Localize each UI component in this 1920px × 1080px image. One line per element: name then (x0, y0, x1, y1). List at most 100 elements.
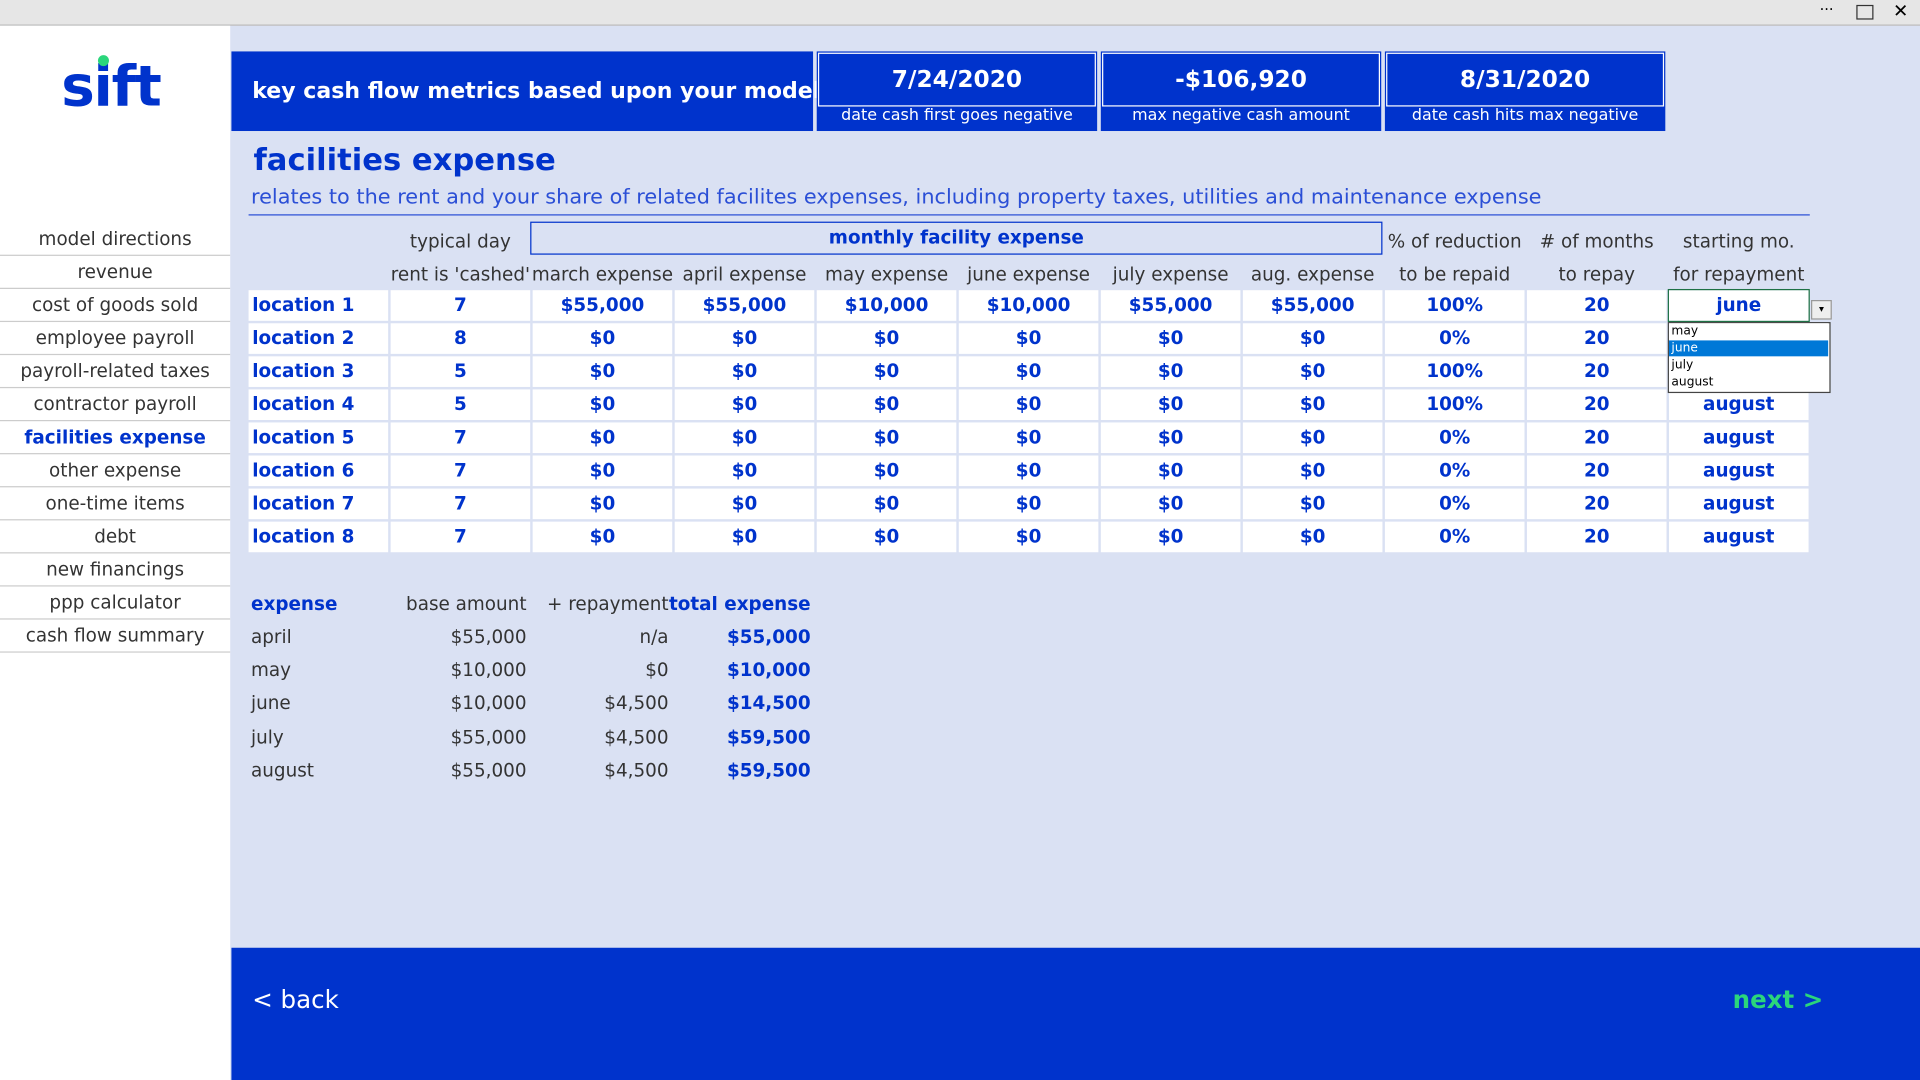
column-header: # of months (1539, 230, 1654, 253)
summary-cell: $59,500 (726, 725, 811, 748)
cell-value: $55,000 (1270, 293, 1355, 316)
metric-label: max negative cash amount (1132, 106, 1350, 125)
next-button[interactable]: next > (1732, 984, 1824, 1014)
table-cell (1100, 356, 1241, 387)
nav-item[interactable]: debt (0, 522, 231, 554)
table-cell (390, 356, 531, 387)
table-cell (248, 455, 389, 487)
table-cell (1242, 521, 1383, 553)
nav-item[interactable]: ppp calculator (0, 588, 231, 620)
table-cell (958, 488, 1099, 520)
nav-item[interactable]: payroll-related taxes (0, 356, 231, 389)
metrics-header: key cash flow metrics based upon your mo… (231, 51, 820, 132)
nav-item[interactable]: revenue (0, 257, 231, 289)
table-cell (532, 356, 673, 387)
cell-value: 20 (1583, 326, 1610, 349)
nav-item[interactable]: new financings (0, 555, 231, 587)
cell-value[interactable]: august (1703, 459, 1775, 482)
table-cell (674, 389, 815, 421)
nav-item[interactable]: cash flow summary (0, 621, 231, 653)
cell-value: $0 (589, 459, 616, 482)
logo-dot (97, 55, 109, 67)
table-cell (248, 389, 389, 421)
cell-value: $0 (873, 459, 900, 482)
summary-cell: $10,000 (726, 659, 811, 682)
table-cell (532, 323, 673, 354)
nav-item[interactable]: other expense (0, 456, 231, 488)
cell-value[interactable]: june (1716, 293, 1762, 316)
summary-cell: $4,500 (604, 725, 669, 748)
table-cell (1242, 488, 1383, 520)
table-cell (1526, 356, 1667, 387)
cell-value: $0 (589, 525, 616, 548)
logo: sift (61, 52, 162, 119)
column-header: to be repaid (1399, 263, 1511, 286)
cell-value: $0 (1299, 492, 1326, 515)
restore-icon[interactable] (1856, 4, 1874, 20)
table-cell (1668, 455, 1809, 487)
section-description: relates to the rent and your share of re… (251, 184, 1542, 210)
cell-value: $0 (1015, 459, 1042, 482)
table-cell (816, 455, 957, 487)
cell-value: $0 (731, 360, 758, 383)
dropdown-option[interactable]: may (1668, 323, 1829, 340)
close-icon[interactable]: ✕ (1893, 0, 1909, 23)
dropdown-arrow[interactable]: ▾ (1811, 300, 1832, 320)
nav-item[interactable]: cost of goods sold (0, 290, 231, 323)
summary-cell: july (251, 725, 284, 748)
cell-value: 5 (454, 360, 467, 383)
active-cell-border (1667, 288, 1810, 323)
metric-box (1100, 51, 1382, 132)
dropdown-option[interactable]: june (1668, 340, 1829, 357)
cell-value: 5 (454, 393, 467, 416)
cell-value[interactable]: august (1703, 525, 1775, 548)
cell-value[interactable]: august (1703, 426, 1775, 449)
table-cell (674, 422, 815, 454)
summary-cell: $59,500 (726, 758, 811, 781)
column-header: march expense (531, 263, 674, 286)
table-cell (1526, 422, 1667, 454)
cell-value: $0 (1299, 360, 1326, 383)
nav-item[interactable]: model directions (0, 224, 231, 256)
cell-value: 20 (1583, 426, 1610, 449)
table-cell (674, 323, 815, 354)
cell-value: $0 (873, 360, 900, 383)
dropdown-option[interactable]: july (1668, 357, 1829, 374)
cell-value: $0 (1015, 426, 1042, 449)
cell-value: $0 (1299, 426, 1326, 449)
column-header: starting mo. (1682, 230, 1795, 253)
column-header: for repayment (1673, 263, 1805, 286)
nav-item[interactable]: employee payroll (0, 323, 231, 356)
nav-item[interactable]: contractor payroll (0, 389, 231, 422)
table-cell (1384, 356, 1525, 387)
menu-icon[interactable]: ··· (1819, 1, 1834, 19)
cell-value: 20 (1583, 525, 1610, 548)
cell-value: $0 (1015, 393, 1042, 416)
title-bar: ··· ✕ (0, 0, 1920, 26)
summary-cell: $4,500 (604, 692, 669, 715)
table-cell (248, 488, 389, 520)
nav-item[interactable]: facilities expense (0, 422, 231, 455)
column-header: may expense (824, 263, 949, 286)
table-cell (1526, 488, 1667, 520)
nav-item[interactable]: one-time items (0, 489, 231, 521)
table-cell (816, 422, 957, 454)
back-button[interactable]: < back (252, 984, 339, 1014)
cell-value[interactable]: august (1703, 492, 1775, 515)
dropdown-option[interactable]: august (1668, 374, 1829, 391)
cell-value: 100% (1426, 360, 1484, 383)
table-cell (1242, 455, 1383, 487)
table-cell (1242, 323, 1383, 354)
table-cell (958, 455, 1099, 487)
cell-value: $0 (1299, 326, 1326, 349)
table-cell (248, 422, 389, 454)
cell-value[interactable]: august (1703, 393, 1775, 416)
cell-value: 20 (1583, 393, 1610, 416)
cell-value: $0 (1299, 459, 1326, 482)
row-label: location 3 (252, 360, 355, 383)
table-cell (958, 323, 1099, 354)
summary-cell: $10,000 (450, 692, 527, 715)
group-header: monthly facility expense (530, 221, 1383, 255)
table-cell (958, 356, 1099, 387)
cell-value: $0 (1015, 525, 1042, 548)
